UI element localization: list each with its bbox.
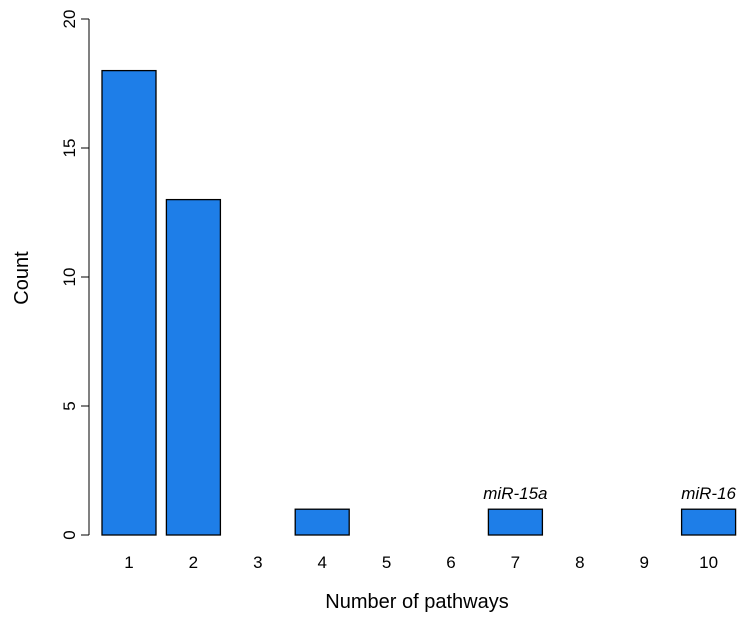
bars — [101, 69, 737, 536]
bar-annotation-7: miR-15a — [483, 484, 547, 503]
x-axis-title: Number of pathways — [325, 591, 508, 613]
x-tick-label: 3 — [253, 553, 262, 572]
bar-4 — [294, 508, 350, 536]
x-tick-label: 10 — [699, 553, 718, 572]
y-tick-label: 20 — [60, 10, 79, 29]
x-tick-label: 5 — [382, 553, 391, 572]
bar-10 — [680, 508, 737, 536]
y-tick-label: 10 — [60, 268, 79, 287]
bar-7 — [487, 508, 544, 536]
x-tick-label: 7 — [511, 553, 520, 572]
y-tick-label: 5 — [60, 401, 79, 410]
bar-annotation-10: miR-16 — [681, 484, 736, 503]
y-tick-label: 15 — [60, 139, 79, 158]
bar-annotations: miR-15a miR-16 — [483, 484, 736, 503]
x-tick-label: 6 — [446, 553, 455, 572]
y-ticks: 0 5 10 15 20 — [60, 10, 89, 540]
bar-1 — [101, 69, 157, 536]
x-tick-label: 8 — [575, 553, 584, 572]
y-tick-label: 0 — [60, 530, 79, 539]
x-tick-label: 9 — [639, 553, 648, 572]
x-tick-label: 1 — [124, 553, 133, 572]
x-tick-labels: 1 2 3 4 5 6 7 8 9 10 — [124, 553, 718, 572]
y-axis-title: Count — [11, 251, 33, 305]
x-tick-label: 2 — [189, 553, 198, 572]
bar-2 — [165, 198, 222, 536]
y-axis: 0 5 10 15 20 — [60, 10, 90, 540]
x-tick-label: 4 — [317, 553, 326, 572]
